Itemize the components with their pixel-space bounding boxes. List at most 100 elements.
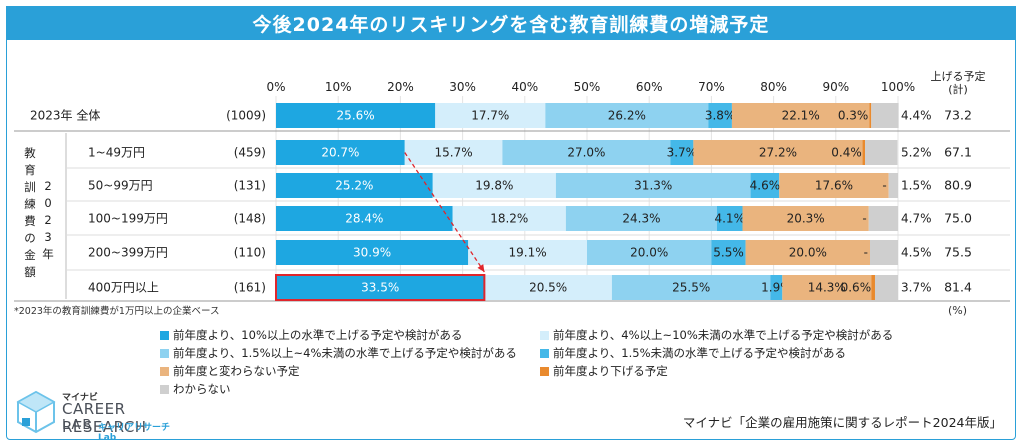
group-label-char: 年 [42,247,54,261]
logo-lab: LAB [62,418,94,433]
chart-title: 今後2024年のリスキリングを含む教育訓練費の増減予定 [252,13,770,36]
highlight-box [275,274,486,301]
bar-segment [745,240,871,265]
data-label: - [882,179,886,193]
legend-label: 前年度と変わらない予定 [173,364,300,378]
bar-segment [404,140,503,165]
group-label-char: 練 [24,197,36,211]
logo-lab-sub: キャリアリサーチLab [98,423,171,443]
row-label: 100~199万円 [88,212,168,226]
bar-segment [565,206,717,231]
bar-segment [716,206,743,231]
logo-mynavi: マイナビ [62,393,98,403]
data-label: 4.7% [901,212,932,226]
title-bar: 今後2024年のリスキリングを含む教育訓練費の増減予定 [6,6,1016,40]
trend-arrow-head [477,264,485,272]
legend-swatch [540,366,549,376]
row-label: 400万円以上 [88,281,159,295]
x-tick-label: 90% [822,80,849,94]
percent-unit: (%) [948,304,968,317]
row-label: 200~399万円 [88,246,168,260]
group-label-char: 金 [24,248,36,262]
row-n: (161) [234,281,266,295]
career-research-lab-logo: マイナビ CAREER RESEARCH LAB キャリアリサーチLab [14,388,184,443]
bar-segment [871,103,899,128]
trend-arrow-line [404,152,485,273]
row-n: (131) [234,179,266,193]
group-label-char: 2 [44,213,51,227]
data-label: 0.4% [831,146,862,160]
group-label-char: 3 [44,230,51,244]
group-label-char: 2 [44,179,51,193]
bar-segment [611,275,771,300]
footnote: *2023年の教育訓練費が1万円以上の企業ベース [14,306,220,317]
x-tick-label: 80% [760,80,787,94]
bar-segment [276,206,453,231]
data-label: 20.7% [321,146,359,160]
legend-swatch [160,384,169,394]
data-label: 27.0% [567,146,605,160]
data-label: 1.5% [901,179,932,193]
bar-segment [770,275,783,300]
legend-item: 前年度より、1.5%以上~4%未満の水準で上げる予定や検討がある [160,345,517,361]
bar-segment [711,240,746,265]
data-label: 25.6% [337,109,375,123]
legend-item: 前年度より、10%以上の水準で上げる予定や検討がある [160,327,462,343]
x-tick-label: 20% [387,80,414,94]
legend-label: わからない [173,382,231,396]
x-tick-label: 0% [266,80,285,94]
legend-item: 前年度より、1.5%未満の水準で上げる予定や検討がある [540,345,846,361]
group-label-char: 費 [24,214,36,228]
data-label: 0.3% [838,109,869,123]
data-label: 25.2% [335,179,373,193]
bar-segment [693,140,863,165]
row-total: 67.1 [944,145,972,160]
data-label: 20.3% [787,212,825,226]
bar-segment [276,140,405,165]
data-label: 3.7% [901,281,932,295]
bar-segment [468,240,587,265]
bar-segment [888,173,898,198]
legend-swatch [160,348,169,358]
x-tick-label: 30% [449,80,476,94]
data-label: 18.2% [490,212,528,226]
bar-segment [545,103,709,128]
bar-segment [742,206,869,231]
legend-swatch [540,348,549,358]
data-label: 19.1% [509,246,547,260]
bar-segment [868,206,898,231]
bar-segment [874,275,898,300]
data-label: - [862,212,866,226]
data-label: 17.7% [471,109,509,123]
data-label: 3.7% [667,146,698,160]
legend-item: 前年度と変わらない予定 [160,363,300,379]
bar-segment [779,173,889,198]
bar-segment [862,140,866,165]
bar-segment [435,103,546,128]
bar-segment [555,173,751,198]
bar-segment [869,103,872,128]
data-label: 24.3% [622,212,660,226]
total-header-line2: (計) [948,82,968,96]
data-label: 4.6% [750,179,781,193]
legend-item: 前年度より下げる予定 [540,363,668,379]
bar-segment [670,140,694,165]
source-caption: マイナビ「企業の雇用施策に関するレポート2024年版」 [682,415,1002,430]
row-label: 2023年 全体 [30,108,100,123]
x-tick-label: 100% [881,80,915,94]
data-label: 20.0% [630,246,668,260]
bar-segment [502,140,671,165]
legend-item: 前年度より、4%以上~10%未満の水準で上げる予定や検討がある [540,327,893,343]
data-label: 20.5% [529,281,567,295]
bar-segment [731,103,870,128]
legend-label: 前年度より、10%以上の水準で上げる予定や検討がある [173,328,463,342]
legend-swatch [540,330,549,340]
bar-segment [870,240,898,265]
data-label: 31.3% [634,179,672,193]
cube-logo-icon [16,390,56,434]
data-label: 17.6% [815,179,853,193]
bar-segment [750,173,780,198]
data-label: 0.6% [841,281,872,295]
bar-segment [276,103,436,128]
